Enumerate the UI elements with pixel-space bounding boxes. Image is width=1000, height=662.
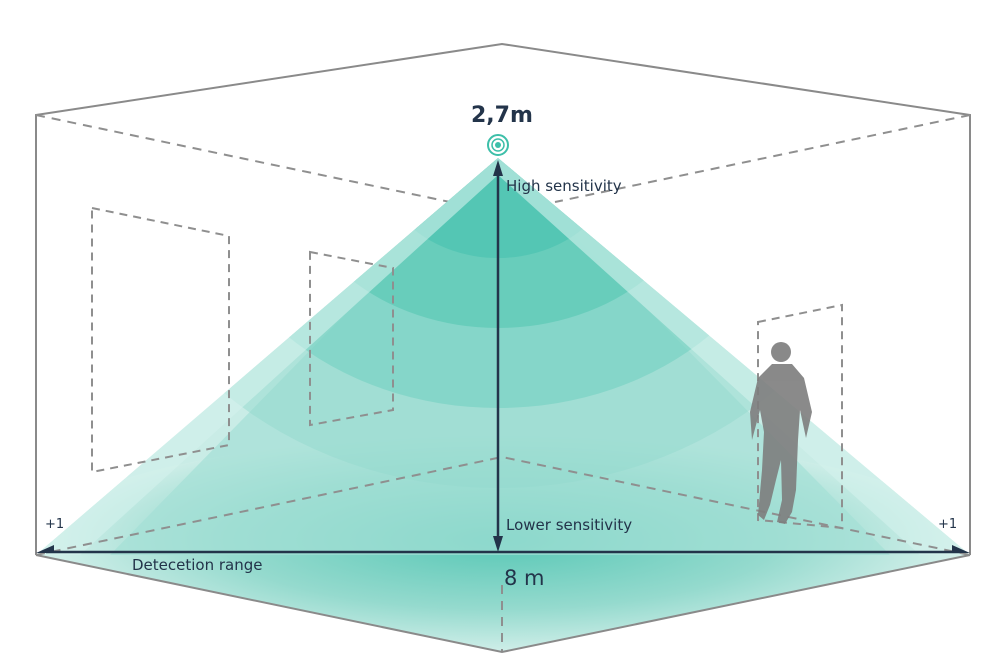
height-arrow — [493, 160, 503, 552]
floor-front-edge — [35, 554, 971, 654]
range-arrow — [36, 545, 970, 554]
sensor-target-icon — [487, 134, 509, 156]
middle-window — [309, 250, 394, 427]
left-window — [91, 206, 230, 474]
left-plus-label: +1 — [45, 517, 65, 532]
right-plus-label: +1 — [938, 517, 958, 532]
room-outline — [35, 42, 971, 555]
high-sensitivity-label: High sensitivity — [506, 177, 622, 195]
height-label: 2,7m — [471, 103, 533, 128]
lower-sensitivity-label: Lower sensitivity — [506, 516, 633, 534]
room-hidden-edges — [35, 114, 971, 203]
person-silhouette-icon — [750, 342, 812, 524]
detection-range-label: Detecetion range — [132, 556, 263, 574]
range-value-label: 8 m — [504, 566, 545, 590]
floor-hidden-edges — [35, 455, 971, 652]
